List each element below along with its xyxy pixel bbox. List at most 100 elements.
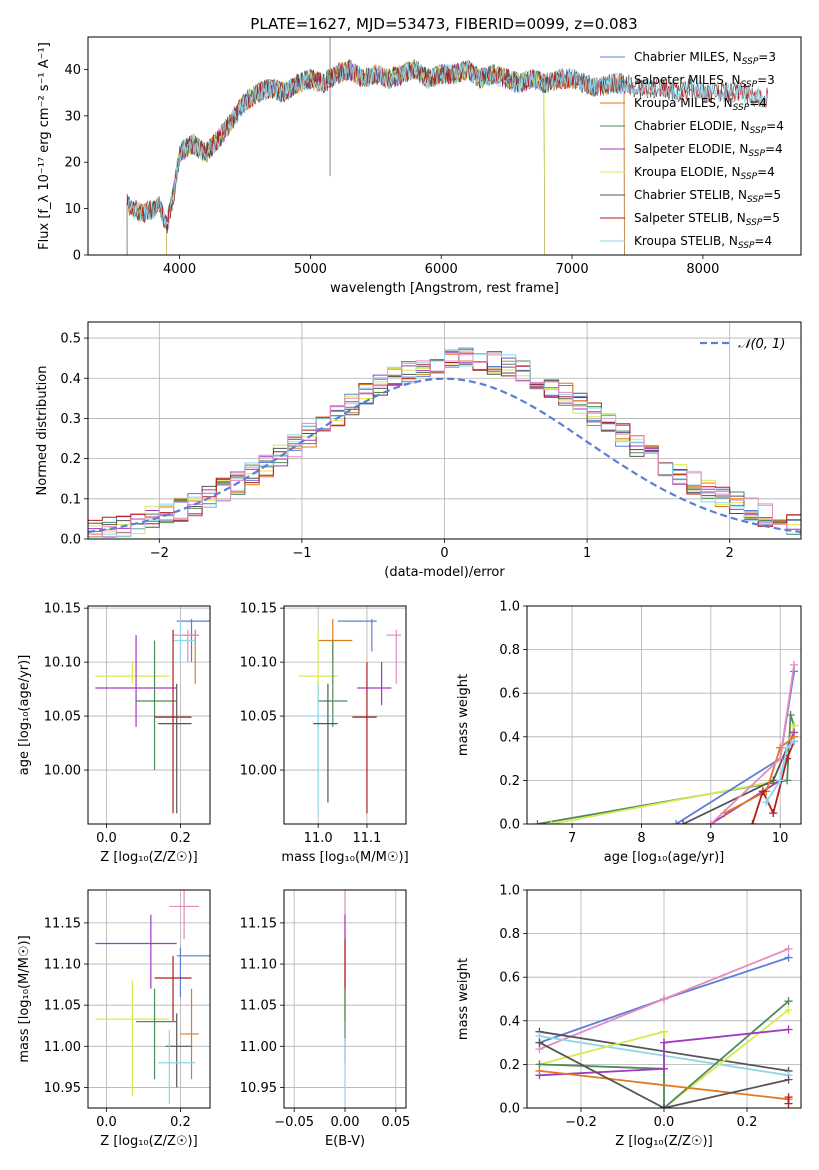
weight-marker [784, 997, 793, 1006]
axes-frame [283, 889, 407, 1109]
weight-marker [776, 754, 785, 763]
y-tick-label: 11.10 [44, 958, 81, 973]
spectrum-line [166, 60, 545, 255]
spectrum-line [166, 59, 545, 255]
weight-marker [660, 995, 668, 1003]
x-tick-label: −0.05 [274, 1115, 314, 1130]
y-tick-label: 30 [64, 109, 81, 124]
x-tick-label: 0.00 [331, 1115, 360, 1130]
error-bar-point [180, 629, 199, 684]
x-tick-label: −0.2 [565, 1115, 597, 1130]
y-tick-label: 0.8 [499, 643, 520, 658]
weight-marker [790, 737, 799, 746]
axes-frame [526, 605, 802, 825]
y-tick-label: 0.0 [499, 1102, 520, 1117]
weight-marker [783, 776, 792, 785]
error-bar-point [386, 629, 402, 684]
legend-label: Kroupa MILES, NSSP=4 [634, 96, 767, 113]
x-tick-label: 0.0 [96, 1115, 117, 1130]
y-tick-label: 0.8 [499, 927, 520, 942]
y-axis-label: mass weight [456, 674, 471, 756]
error-bar-point [318, 618, 353, 663]
x-tick-label: 8 [637, 831, 645, 846]
x-tick-label: 10 [772, 831, 789, 846]
y-tick-label: 10.10 [240, 656, 277, 671]
legend: Chabrier MILES, NSSP=3 Salpeter MILES, NS… [600, 50, 784, 251]
x-axis-label: Z [log₁₀(Z/Z☉)] [615, 1134, 712, 1149]
y-tick-label: 1.0 [499, 600, 520, 615]
x-tick-label: 11.0 [304, 831, 333, 846]
weight-marker [533, 820, 542, 824]
weight-marker [660, 1064, 668, 1073]
y-axis-label: Flux [f_λ 10⁻¹⁷ erg cm⁻² s⁻¹ A⁻¹] [37, 42, 52, 250]
x-tick-label: 2 [726, 546, 734, 561]
weight-marker [776, 776, 785, 785]
error-bar-point [357, 662, 392, 706]
weight_vs_age-plot-area [533, 660, 799, 824]
y-axis-label: Normed distribution [35, 366, 50, 496]
y-tick-label: 0.3 [60, 412, 81, 427]
weight-line [537, 714, 795, 824]
y-tick-label: 0 [73, 249, 81, 264]
x-tick-label: 6000 [425, 262, 458, 277]
spectrum-line [126, 59, 625, 255]
y-tick-label: 10.10 [44, 656, 81, 671]
error-bar-point [136, 988, 177, 1080]
weight-marker [784, 1005, 793, 1014]
spectrum-line [166, 59, 545, 255]
histogram-series [88, 349, 801, 538]
y-tick-label: 0.2 [499, 1058, 520, 1073]
legend-label: Chabrier MILES, NSSP=3 [634, 50, 776, 67]
error-bar-point [298, 683, 333, 814]
error-bar-point [173, 618, 196, 663]
weight-marker [790, 660, 799, 669]
axes-frame [87, 889, 211, 1109]
error-bar-point [136, 640, 177, 771]
y-tick-label: 0.0 [499, 818, 520, 833]
error-bar-point [95, 914, 177, 989]
legend-label: Kroupa STELIB, NSSP=4 [634, 234, 772, 251]
y-tick-label: 11.05 [44, 999, 81, 1014]
normal-curve [88, 377, 801, 534]
y-tick-label: 0.5 [60, 332, 81, 347]
weight-marker [535, 1066, 544, 1075]
x-axis-label: wavelength [Angstrom, rest frame] [330, 281, 559, 296]
weight-line [539, 1028, 789, 1077]
error-bar-point [176, 947, 210, 997]
spectrum-line [126, 59, 769, 255]
y-tick-label: 11.10 [240, 958, 277, 973]
y-tick-label: 10.15 [240, 602, 277, 617]
weight-marker [660, 1038, 668, 1047]
x-tick-label: 0.0 [96, 831, 117, 846]
y-tick-label: 0.2 [499, 774, 520, 789]
y-axis-label: mass [log₁₀(M/M☉)] [17, 935, 32, 1062]
error-bar-point [173, 629, 199, 663]
weight-marker [748, 820, 757, 824]
y-tick-label: 0.6 [499, 687, 520, 702]
y-tick-label: 10.95 [44, 1081, 81, 1096]
weight-marker [769, 809, 778, 818]
y-axis-label: mass weight [456, 958, 471, 1040]
x-tick-label: 0 [440, 546, 448, 561]
x-tick-label: −1 [292, 546, 311, 561]
weight-marker [672, 820, 681, 824]
legend-label: Chabrier STELIB, NSSP=5 [634, 188, 781, 205]
mass_vs_Z-plot-area [95, 890, 210, 1104]
weight-marker [535, 1038, 544, 1047]
y-tick-label: 10.05 [240, 710, 277, 725]
y-tick-label: 20 [64, 156, 81, 171]
weight-marker [706, 820, 715, 824]
y-tick-label: 10 [64, 202, 81, 217]
y-tick-label: 0.0 [60, 533, 81, 548]
error-bar-point [318, 640, 348, 727]
legend-label: Kroupa ELODIE, NSSP=4 [634, 165, 775, 182]
weight-marker [776, 743, 785, 752]
weight-marker [783, 743, 792, 752]
x-tick-label: 8000 [686, 262, 719, 277]
age_vs_mass-panel: 11.0 11.1 10.00 10.05 10.10 10.15 mass [log₁₀(… [240, 602, 409, 865]
legend-label: Salpeter ELODIE, NSSP=4 [634, 142, 783, 159]
y-tick-label: 10.15 [44, 602, 81, 617]
y-tick-label: 11.00 [240, 1040, 277, 1055]
mass_vs_Z-panel: 0.0 0.2 10.95 11.00 11.05 11.10 11.15 Z [log₁₀(… [17, 889, 211, 1149]
y-tick-label: 10.00 [44, 764, 81, 779]
